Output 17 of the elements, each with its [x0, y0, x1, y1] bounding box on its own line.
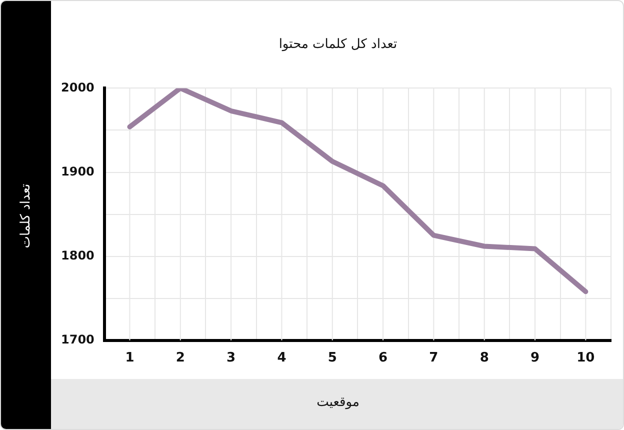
- y-axis-title: تعداد کلمات: [18, 184, 34, 248]
- x-axis-title: موقعیت: [316, 395, 360, 410]
- x-tick-label: 2: [176, 350, 185, 366]
- x-tick-label: 8: [480, 350, 489, 366]
- chart-title: تعداد کل کلمات محتوا: [278, 37, 398, 52]
- x-tick-label: 9: [530, 350, 540, 366]
- y-tick-label: 2000: [60, 80, 94, 94]
- x-tick-label: 5: [328, 350, 337, 366]
- y-tick-label: 1900: [60, 164, 94, 178]
- x-tick-label: 6: [378, 350, 388, 366]
- x-tick-label: 1: [125, 350, 134, 366]
- y-tick-label: 1700: [60, 332, 94, 347]
- x-tick-label: 10: [576, 350, 595, 366]
- x-tick-label: 4: [277, 350, 286, 366]
- x-tick-label: 7: [429, 350, 438, 366]
- y-tick-label: 1800: [60, 248, 94, 262]
- x-tick-label: 3: [226, 350, 236, 366]
